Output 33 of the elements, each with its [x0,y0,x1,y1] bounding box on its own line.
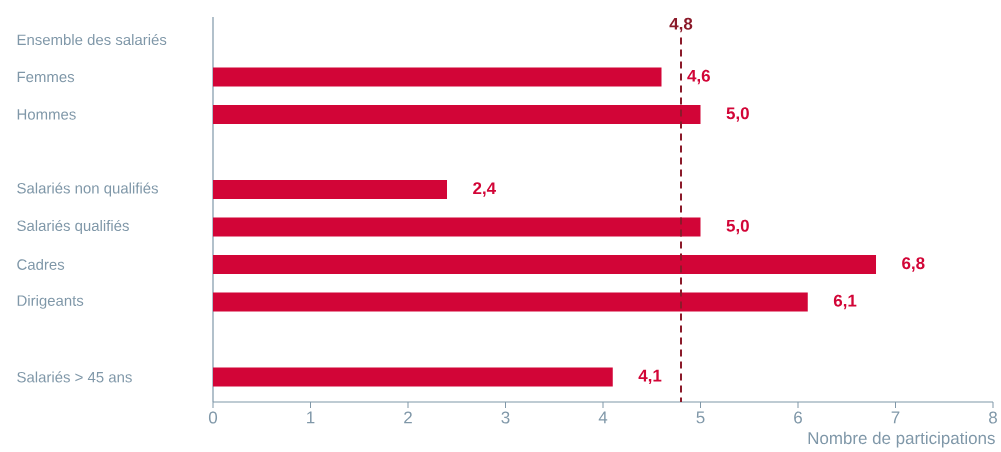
bar [213,179,447,199]
y-tick-label: Salariés qualifiés [17,219,129,234]
bar [213,254,877,274]
ref-line-label: 4,8 [669,17,693,33]
x-tick-label: 4 [598,411,608,424]
data-label: 5,0 [726,219,749,235]
x-tick-label: 7 [891,411,900,424]
x-tick-label: 2 [404,411,412,424]
bar [213,104,701,124]
y-tick-label: Salariés > 45 ans [17,371,132,383]
x-tick-label: 1 [307,411,315,424]
data-label: 2,4 [473,182,496,197]
data-label: 4,1 [638,369,662,385]
x-tick-label: 0 [208,411,218,424]
x-axis-title: Nombre de participations [808,431,995,448]
x-tick-label: 3 [501,411,510,424]
y-tick-label: Cadres [17,258,65,270]
x-tick-label: 8 [989,411,997,424]
bar [213,67,662,87]
x-tick-label: 6 [794,411,802,424]
data-label: 4,6 [687,69,710,85]
y-tick-label: Femmes [17,71,75,83]
y-tick-label: Ensemble des salariés [17,33,167,46]
y-tick-label: Dirigeants [17,294,84,309]
bar [213,217,701,237]
bar [213,367,613,387]
y-tick-label: Salariés non qualifiés [17,182,158,197]
data-label: 5,0 [726,107,749,122]
x-tick-label: 5 [696,411,705,424]
data-label: 6,1 [833,294,857,310]
bar [213,292,808,312]
data-label: 6,8 [902,257,925,272]
y-tick-label: Hommes [17,109,76,120]
